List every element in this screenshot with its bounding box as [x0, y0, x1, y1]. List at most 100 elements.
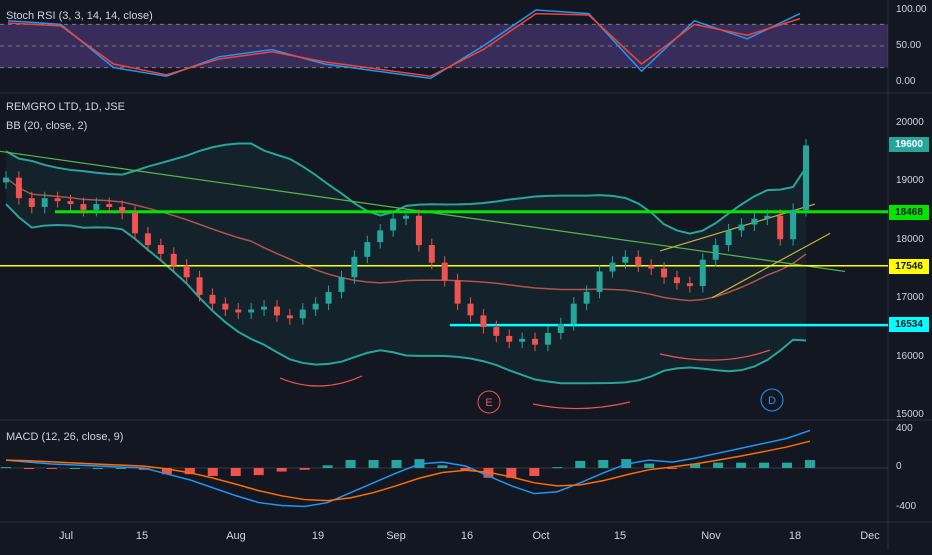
stoch-title: Stoch RSI (3, 3, 14, 14, close)	[6, 10, 153, 22]
candle-body	[751, 218, 758, 225]
candle-body	[725, 230, 732, 246]
price-tick: 20000	[896, 117, 924, 128]
bb-title: BB (20, close, 2)	[6, 120, 88, 132]
candle-body	[312, 303, 319, 310]
candle-body	[157, 245, 164, 254]
macd-tick: -400	[896, 501, 917, 512]
candle-body	[377, 230, 384, 243]
candle-body	[454, 280, 461, 304]
macd-hist-bar	[368, 460, 379, 468]
candle-body	[261, 306, 268, 310]
main-title: REMGRO LTD, 1D, JSE	[6, 101, 125, 113]
x-tick: Oct	[532, 530, 550, 542]
macd-hist-bar	[161, 468, 172, 475]
candle-body	[106, 204, 113, 207]
candle-body	[661, 268, 668, 278]
candle-body	[28, 198, 35, 207]
x-tick: Aug	[226, 530, 246, 542]
candle-body	[222, 303, 229, 310]
candle-body	[93, 204, 100, 210]
macd-hist-bar	[805, 460, 815, 468]
stoch-tick: 0.00	[896, 76, 916, 87]
macd-tick: 400	[896, 423, 913, 434]
candle-body	[493, 327, 500, 336]
candle-body	[196, 277, 203, 295]
candle-body	[338, 277, 345, 292]
macd-title: MACD (12, 26, close, 9)	[6, 431, 124, 443]
stoch-tick: 100.00	[896, 4, 927, 15]
candle-body	[403, 215, 409, 219]
price-tick: 15000	[896, 409, 924, 420]
price-tick: 16000	[896, 351, 924, 362]
candle-body	[67, 201, 74, 205]
candle-body	[183, 265, 190, 278]
candle-body	[596, 271, 603, 292]
macd-hist-bar	[46, 468, 57, 469]
annotation-arc	[659, 349, 771, 361]
candle-body	[699, 259, 706, 287]
macd-hist-bar	[299, 468, 310, 470]
macd-hist-bar	[391, 460, 402, 468]
candle-body	[428, 245, 435, 263]
x-tick: 15	[613, 530, 627, 542]
macd-hist-bar	[184, 468, 195, 475]
marker-d-circle	[760, 388, 784, 412]
candle-body	[583, 291, 590, 304]
candle-body	[170, 253, 177, 266]
annotation-arc	[532, 401, 631, 410]
candle-body	[544, 332, 551, 345]
bb-cloud	[6, 143, 806, 384]
x-tick: 16	[460, 530, 474, 542]
candle-body	[519, 338, 526, 342]
macd-hist-bar	[230, 468, 241, 476]
candle-body	[506, 335, 513, 342]
macd-hist-bar	[575, 460, 586, 468]
candle-body	[325, 291, 332, 304]
cyan-level-tag: 16534	[889, 317, 929, 332]
macd-hist-bar	[138, 468, 149, 470]
candle-body	[467, 303, 474, 316]
candle-body	[119, 206, 126, 213]
candle-body	[764, 215, 771, 219]
macd-hist-bar	[322, 465, 333, 468]
macd-hist-bar	[69, 468, 80, 469]
macd-hist-bar	[736, 462, 747, 468]
candle-body	[3, 177, 9, 183]
stoch-tick: 50.00	[896, 40, 922, 51]
candle-body	[686, 283, 693, 287]
candle-body	[273, 306, 280, 316]
macd-hist-bar	[644, 463, 655, 468]
candle-body	[132, 212, 139, 234]
price-tick: 17000	[896, 292, 924, 303]
candle-body	[648, 265, 655, 269]
candle-body	[54, 198, 61, 202]
candle-body	[364, 242, 371, 257]
yellow-level-tag: 17546	[889, 259, 929, 274]
candle-body	[235, 309, 242, 313]
candle-body	[144, 233, 151, 246]
x-tick: 18	[788, 530, 802, 542]
macd-signal-line	[5, 440, 811, 502]
x-tick: Nov	[701, 530, 721, 542]
candle-body	[15, 177, 22, 199]
candle-body	[712, 245, 719, 260]
macd-hist-bar	[437, 465, 448, 468]
x-tick: 15	[135, 530, 149, 542]
bb-upper-line	[5, 142, 807, 235]
macd-hist-bar	[759, 462, 770, 468]
stoch-k-line	[7, 9, 801, 80]
current-price-tag: 19600	[889, 137, 929, 152]
macd-hist-bar	[713, 462, 724, 468]
candle-body	[570, 303, 577, 325]
candle-body	[790, 209, 797, 240]
candle-body	[557, 324, 564, 333]
candle-body	[415, 215, 422, 246]
green-level-tag: 18468	[889, 205, 929, 220]
candle-body	[777, 215, 784, 240]
x-tick: 19	[311, 530, 325, 542]
macd-hist-bar	[23, 468, 34, 469]
price-tick: 18000	[896, 234, 924, 245]
marker-d-label: D	[768, 395, 776, 407]
macd-hist-bar	[115, 468, 126, 469]
